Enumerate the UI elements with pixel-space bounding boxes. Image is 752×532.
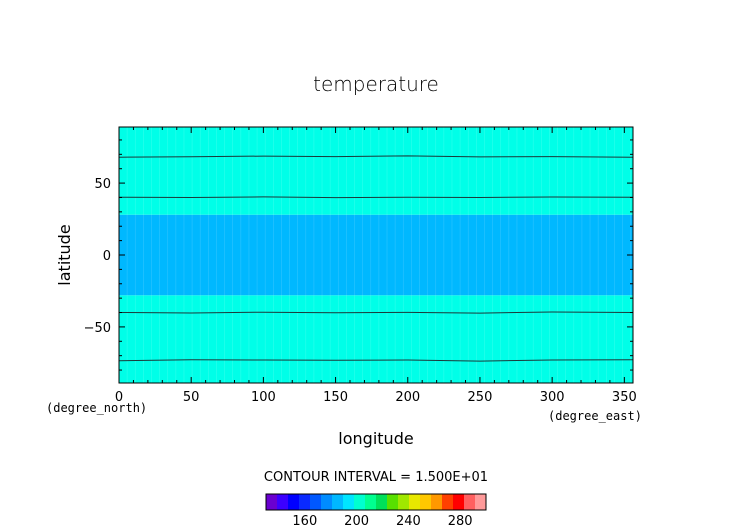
colorbar-tick-label: 280: [448, 514, 473, 529]
colorbar-swatch: [453, 494, 465, 510]
x-tick-label: 0: [115, 390, 123, 405]
x-tick-label: 50: [183, 390, 200, 405]
x-tick-label: 250: [468, 390, 493, 405]
contour-line-3: [118, 155, 634, 158]
y-tick-label: −50: [84, 321, 111, 336]
colorbar-swatch: [409, 494, 421, 510]
colorbar-swatch: [442, 494, 454, 510]
colorbar-swatch: [321, 494, 333, 510]
chart-title: temperature: [313, 72, 439, 96]
x-tick-label: 100: [251, 390, 276, 405]
colorbar-swatch: [376, 494, 388, 510]
temperature-band-2: [119, 127, 633, 215]
contour-line-1: [118, 311, 634, 314]
colorbar-swatch: [464, 494, 476, 510]
colorbar-swatch: [299, 494, 311, 510]
y-tick-label: 50: [94, 177, 111, 192]
colorbar-swatch: [431, 494, 443, 510]
colorbar-tick-label: 240: [396, 514, 421, 529]
colorbar: 160 200 240 280: [265, 493, 487, 529]
colorbar-swatch: [475, 494, 487, 510]
colorbar-swatch: [387, 494, 399, 510]
colorbar-swatch: [277, 494, 289, 510]
contour-line-0: [118, 359, 634, 362]
colorbar-swatch: [365, 494, 377, 510]
colorbar-swatch: [398, 494, 410, 510]
colorbar-swatch: [354, 494, 366, 510]
colorbar-swatch: [332, 494, 344, 510]
temperature-band-1: [119, 214, 633, 296]
grid-texture: [118, 127, 631, 383]
colorbar-tick-label: 200: [344, 514, 369, 529]
plot-area: 0 50 100 150 200 250 300 350 −50 0 50: [84, 126, 637, 405]
colorbar-swatch: [420, 494, 432, 510]
x-tick-label: 350: [612, 390, 637, 405]
colorbar-swatch: [288, 494, 300, 510]
x-unit-label: (degree_east): [548, 409, 642, 423]
x-tick-label: 150: [323, 390, 348, 405]
colorbar-swatch: [310, 494, 322, 510]
temperature-band-0: [119, 295, 633, 383]
colorbar-swatch: [343, 494, 355, 510]
x-tick-label: 200: [395, 390, 420, 405]
contour-line-2: [118, 196, 634, 199]
colorbar-tick-label: 160: [292, 514, 317, 529]
y-tick-label: 0: [103, 249, 111, 264]
colorbar-frame: [265, 493, 487, 511]
y-unit-label: (degree_north): [46, 401, 147, 415]
y-axis-label: latitude: [55, 224, 74, 285]
x-tick-label: 300: [540, 390, 565, 405]
x-axis-label: longitude: [338, 429, 413, 448]
colorbar-swatch: [266, 494, 278, 510]
contour-interval-label: CONTOUR INTERVAL = 1.500E+01: [264, 470, 488, 485]
